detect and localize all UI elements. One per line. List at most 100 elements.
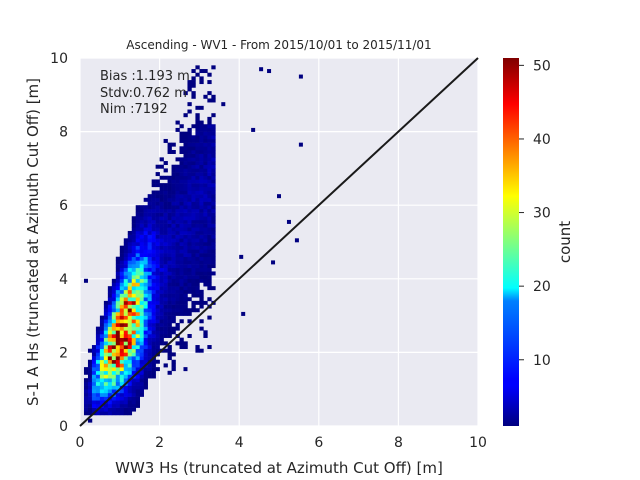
heatmap-cell xyxy=(207,150,212,154)
heatmap-cell xyxy=(143,308,148,313)
heatmap-cell xyxy=(143,275,148,280)
heatmap-cell xyxy=(163,363,168,368)
heatmap-cell xyxy=(199,190,204,195)
heatmap-cell xyxy=(163,197,168,202)
heatmap-cell xyxy=(163,168,168,173)
heatmap-cell xyxy=(179,304,184,309)
heatmap-cell xyxy=(139,219,144,224)
heatmap-cell xyxy=(187,194,192,199)
heatmap-cell xyxy=(155,242,160,246)
heatmap-cell xyxy=(143,352,148,357)
heatmap-cell xyxy=(151,300,156,305)
heatmap-cell xyxy=(87,381,93,386)
heatmap-cell xyxy=(135,208,140,213)
heatmap-cell xyxy=(199,212,204,217)
heatmap-cell xyxy=(103,337,109,342)
heatmap-cell xyxy=(83,385,89,390)
heatmap-cell xyxy=(175,190,180,195)
heatmap-cell xyxy=(119,315,125,320)
heatmap-cell xyxy=(203,300,208,305)
heatmap-cell xyxy=(211,230,216,235)
heatmap-cell xyxy=(183,289,188,294)
heatmap-cell xyxy=(183,201,188,206)
heatmap-cell xyxy=(175,289,180,294)
heatmap-cell xyxy=(183,212,188,217)
heatmap-cell xyxy=(83,278,88,283)
heatmap-cell xyxy=(179,253,184,258)
heatmap-cell xyxy=(131,326,137,331)
heatmap-cell xyxy=(127,278,133,283)
heatmap-cell xyxy=(191,186,196,191)
heatmap-cell xyxy=(155,304,160,309)
heatmap-cell xyxy=(167,216,172,221)
heatmap-cell xyxy=(127,245,133,250)
heatmap-cell xyxy=(195,256,200,261)
heatmap-cell xyxy=(139,311,144,316)
heatmap-cell xyxy=(135,267,140,272)
heatmap-cell xyxy=(175,183,180,188)
heatmap-cell xyxy=(119,359,125,364)
heatmap-cell xyxy=(155,282,160,287)
heatmap-cell xyxy=(123,345,129,350)
heatmap-cell xyxy=(207,146,212,151)
heatmap-cell xyxy=(207,194,212,199)
heatmap-cell xyxy=(127,337,133,342)
heatmap-cell xyxy=(191,190,196,195)
heatmap-cell xyxy=(195,164,200,169)
heatmap-cell xyxy=(167,227,172,232)
heatmap-cell xyxy=(175,304,180,309)
heatmap-cell xyxy=(171,179,176,184)
heatmap-cell xyxy=(151,337,156,342)
heatmap-cell xyxy=(199,146,204,151)
heatmap-cell xyxy=(175,300,180,305)
heatmap-cell xyxy=(139,253,144,258)
heatmap-cell xyxy=(175,201,180,206)
heatmap-cell xyxy=(191,216,196,221)
heatmap-cell xyxy=(123,337,129,342)
heatmap-cell xyxy=(135,367,140,372)
heatmap-cell xyxy=(147,363,152,368)
heatmap-cell xyxy=(167,293,172,298)
heatmap-cell xyxy=(187,164,192,169)
heatmap-cell xyxy=(155,253,160,258)
heatmap-cell xyxy=(195,289,200,294)
heatmap-cell xyxy=(167,194,172,199)
heatmap-cell xyxy=(179,179,184,184)
heatmap-cell xyxy=(119,267,125,272)
heatmap-cell xyxy=(183,194,188,199)
heatmap-cell xyxy=(171,278,176,283)
heatmap-cell xyxy=(95,392,101,397)
heatmap-cell xyxy=(199,69,204,74)
heatmap-cell xyxy=(179,223,184,228)
heatmap-cell xyxy=(143,230,148,235)
heatmap-cell xyxy=(107,330,113,335)
heatmap-cell xyxy=(83,381,89,386)
heatmap-cell xyxy=(135,378,140,383)
heatmap-cell xyxy=(187,223,192,228)
heatmap-cell xyxy=(187,216,192,221)
heatmap-cell xyxy=(111,286,117,291)
heatmap-cell xyxy=(191,293,196,298)
heatmap-cell xyxy=(207,127,212,132)
heatmap-cell xyxy=(87,389,93,394)
heatmap-cell xyxy=(147,293,152,298)
heatmap-cell xyxy=(191,80,196,85)
heatmap-cell xyxy=(131,385,137,390)
heatmap-cell xyxy=(159,238,164,243)
heatmap-cell xyxy=(171,311,176,316)
heatmap-cell xyxy=(143,286,148,291)
heatmap-cell xyxy=(163,260,168,265)
heatmap-cell xyxy=(183,175,188,180)
heatmap-cell xyxy=(155,271,160,276)
heatmap-cell xyxy=(221,102,226,107)
heatmap-cell xyxy=(195,183,200,188)
heatmap-cell xyxy=(119,304,125,309)
heatmap-cell xyxy=(195,208,200,213)
heatmap-cell xyxy=(155,183,160,188)
heatmap-cell xyxy=(119,271,125,276)
heatmap-cell xyxy=(211,253,216,258)
heatmap-cell xyxy=(91,407,97,412)
heatmap-cell xyxy=(167,322,172,327)
heatmap-cell xyxy=(135,396,140,401)
heatmap-cell xyxy=(107,308,113,313)
